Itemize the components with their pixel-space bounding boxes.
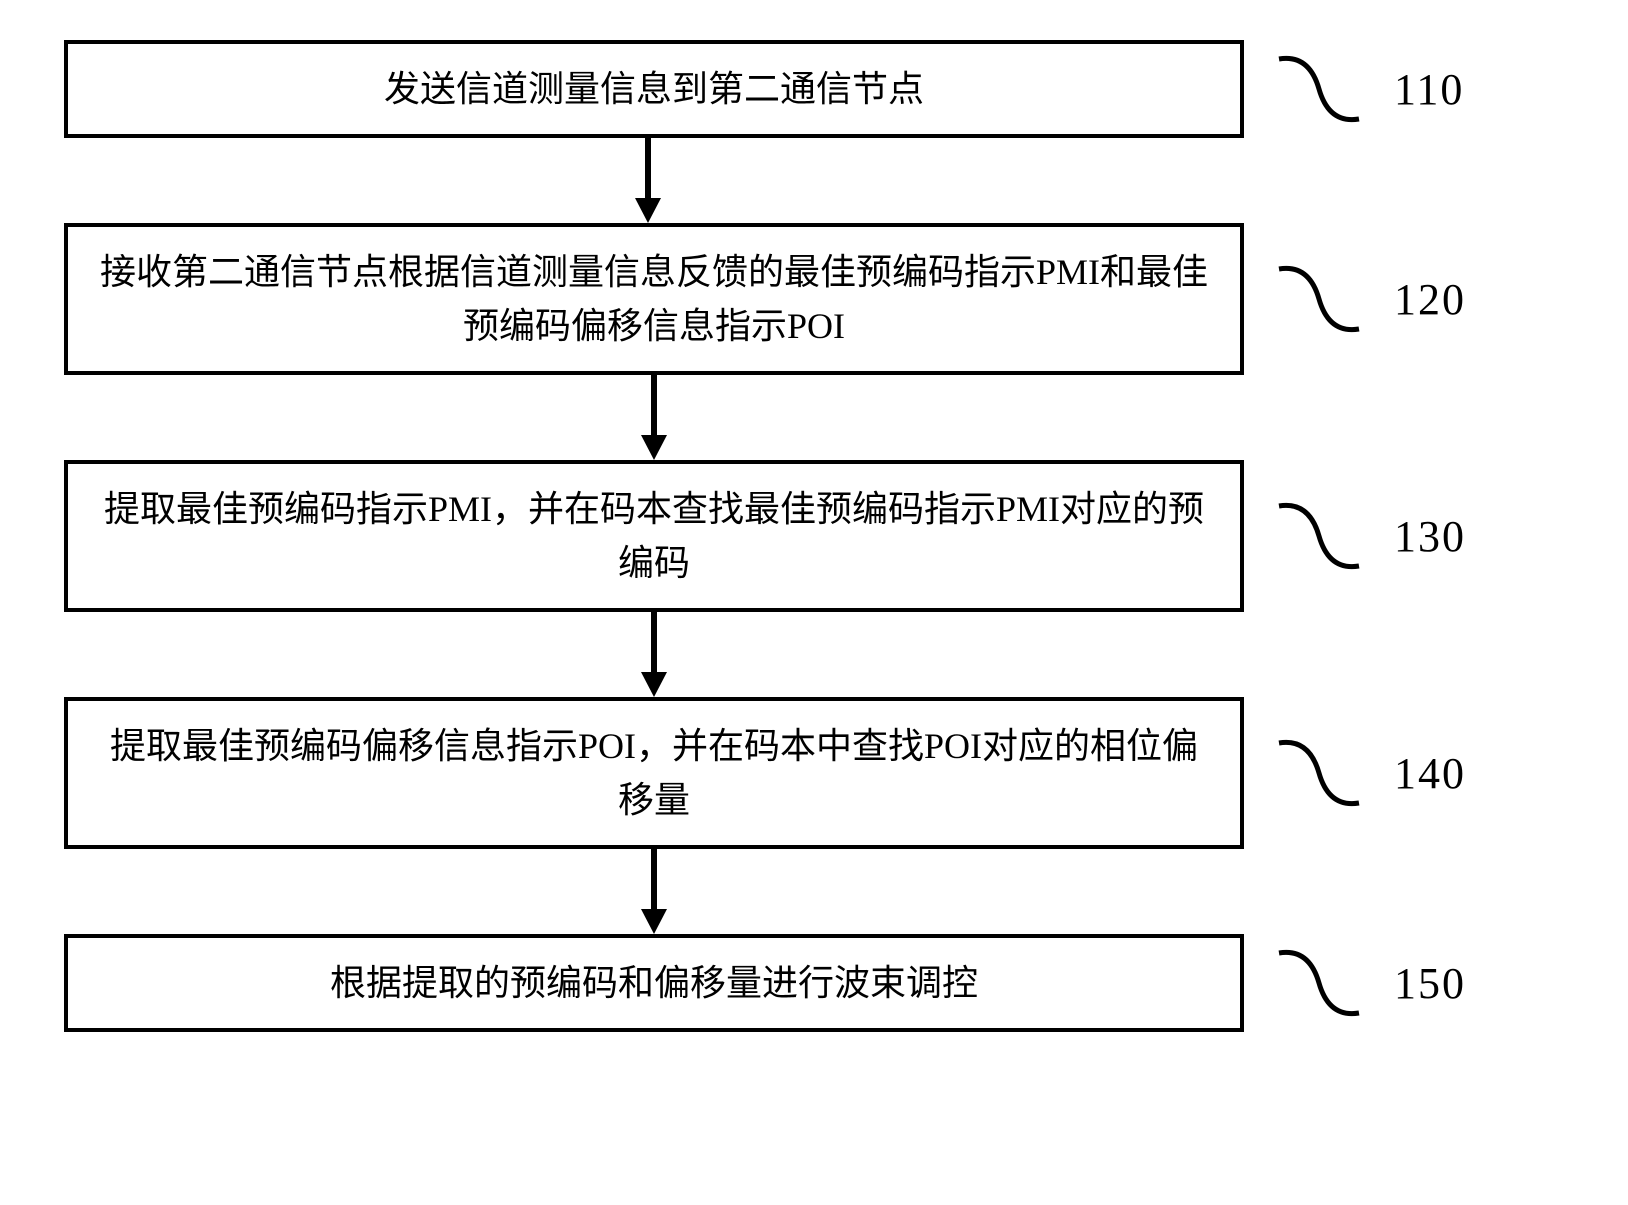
connector-110: 110: [1274, 44, 1464, 134]
flowchart-container: 发送信道测量信息到第二通信节点 110 接收第二通信节点根据信道测量信息反馈的最…: [64, 40, 1564, 1032]
bracket-icon: [1274, 254, 1364, 344]
step-box-120: 接收第二通信节点根据信道测量信息反馈的最佳预编码指示PMI和最佳预编码偏移信息指…: [64, 223, 1244, 375]
connector-120: 120: [1274, 254, 1466, 344]
step-text-140: 提取最佳预编码偏移信息指示POI，并在码本中查找POI对应的相位偏移量: [98, 719, 1210, 827]
arrow-down-icon: [639, 849, 669, 934]
connector-140: 140: [1274, 728, 1466, 818]
step-row-120: 接收第二通信节点根据信道测量信息反馈的最佳预编码指示PMI和最佳预编码偏移信息指…: [64, 223, 1564, 375]
step-label-130: 130: [1394, 511, 1466, 562]
bracket-icon: [1274, 491, 1364, 581]
step-box-150: 根据提取的预编码和偏移量进行波束调控: [64, 934, 1244, 1032]
step-row-150: 根据提取的预编码和偏移量进行波束调控 150: [64, 934, 1564, 1032]
arrow-down-icon: [639, 375, 669, 460]
step-text-130: 提取最佳预编码指示PMI，并在码本查找最佳预编码指示PMI对应的预编码: [98, 482, 1210, 590]
step-box-140: 提取最佳预编码偏移信息指示POI，并在码本中查找POI对应的相位偏移量: [64, 697, 1244, 849]
step-box-130: 提取最佳预编码指示PMI，并在码本查找最佳预编码指示PMI对应的预编码: [64, 460, 1244, 612]
step-text-110: 发送信道测量信息到第二通信节点: [384, 62, 924, 116]
arrow-120-130: [64, 375, 1244, 460]
connector-130: 130: [1274, 491, 1466, 581]
step-label-150: 150: [1394, 958, 1466, 1009]
step-label-120: 120: [1394, 274, 1466, 325]
arrow-down-icon: [639, 612, 669, 697]
connector-150: 150: [1274, 938, 1466, 1028]
step-row-110: 发送信道测量信息到第二通信节点 110: [64, 40, 1564, 138]
step-box-110: 发送信道测量信息到第二通信节点: [64, 40, 1244, 138]
step-row-140: 提取最佳预编码偏移信息指示POI，并在码本中查找POI对应的相位偏移量 140: [64, 697, 1564, 849]
step-label-110: 110: [1394, 64, 1464, 115]
arrow-130-140: [64, 612, 1244, 697]
arrow-110-120: [64, 138, 1244, 223]
bracket-icon: [1274, 728, 1364, 818]
step-label-140: 140: [1394, 748, 1466, 799]
step-row-130: 提取最佳预编码指示PMI，并在码本查找最佳预编码指示PMI对应的预编码 130: [64, 460, 1564, 612]
bracket-icon: [1274, 938, 1364, 1028]
step-text-120: 接收第二通信节点根据信道测量信息反馈的最佳预编码指示PMI和最佳预编码偏移信息指…: [98, 245, 1210, 353]
step-text-150: 根据提取的预编码和偏移量进行波束调控: [330, 956, 978, 1010]
arrow-140-150: [64, 849, 1244, 934]
bracket-icon: [1274, 44, 1364, 134]
arrowhead-icon: [633, 138, 663, 223]
